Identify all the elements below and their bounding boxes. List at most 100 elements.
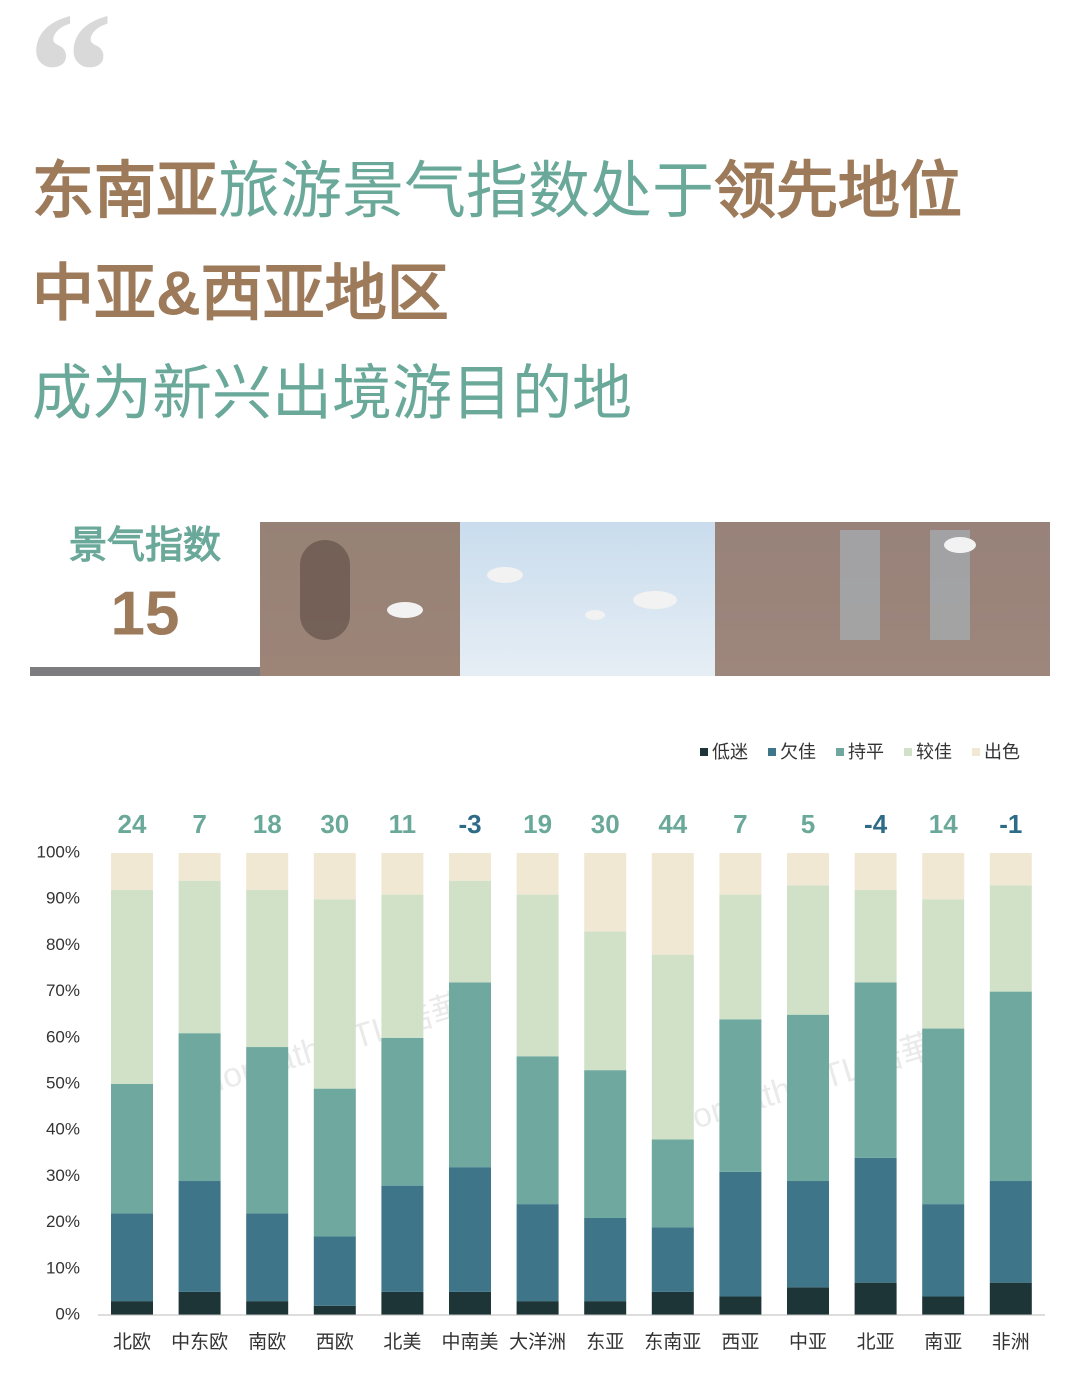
index-label: -3: [458, 809, 481, 839]
bar-segment: [787, 885, 829, 1015]
index-label: 7: [192, 809, 206, 839]
bar-segment: [651, 1139, 694, 1228]
bar-segment: [922, 853, 965, 900]
bar-segment: [516, 853, 559, 895]
index-label: 14: [929, 809, 958, 839]
bar-segment: [516, 1301, 559, 1315]
legend-swatch: [904, 748, 912, 756]
bar-segment: [246, 853, 289, 890]
bar-segment: [449, 982, 491, 1168]
headline-line3: 成为新兴出境游目的地: [32, 360, 632, 427]
photo-bird: [387, 602, 423, 618]
y-tick-label: 60%: [46, 1027, 80, 1046]
x-tick-label: 非洲: [992, 1331, 1030, 1353]
x-tick-label: 中南美: [441, 1331, 498, 1353]
bar-segment: [111, 889, 153, 1084]
x-tick-label: 中亚: [789, 1331, 827, 1353]
y-tick-label: 30%: [46, 1166, 80, 1185]
x-tick-label: 北亚: [857, 1331, 895, 1353]
headline-line1: 东南亚旅游景气指数处于领先地位: [32, 157, 962, 226]
bar-segment: [178, 1291, 221, 1315]
bar-segment: [719, 894, 762, 1020]
photo-bird: [944, 537, 976, 553]
card-bar: [30, 667, 260, 676]
bar-segment: [178, 880, 221, 1034]
bar-segment: [854, 889, 897, 983]
bar-segment: [989, 1282, 1032, 1315]
y-tick-label: 90%: [46, 889, 80, 908]
y-tick-label: 40%: [46, 1120, 80, 1139]
bar-segment: [584, 1301, 627, 1315]
bar-segment: [178, 1033, 221, 1182]
x-tick-label: 北美: [383, 1331, 421, 1353]
bar-segment: [854, 1282, 897, 1315]
legend-label: 较佳: [916, 742, 952, 762]
index-label: 11: [389, 809, 417, 839]
legend-label: 持平: [848, 742, 884, 762]
bar-segment: [584, 853, 627, 932]
bar-segment: [449, 880, 491, 983]
bar-segment: [989, 991, 1032, 1182]
bar-segment: [381, 1291, 424, 1315]
bar-segment: [449, 853, 491, 881]
photo-building: [260, 522, 460, 676]
quote-mark: “: [28, 0, 113, 166]
y-tick-label: 50%: [46, 1073, 80, 1092]
bar-segment: [651, 1227, 694, 1292]
bar-segment: [246, 1301, 289, 1315]
y-tick-label: 100%: [37, 842, 80, 861]
bar-segment: [922, 1028, 965, 1205]
x-tick-label: 中东欧: [171, 1331, 228, 1353]
bar-segment: [313, 899, 356, 1089]
bar-segment: [246, 1213, 289, 1302]
bar-segment: [111, 853, 153, 890]
y-tick-label: 80%: [46, 935, 80, 954]
bar-segment: [516, 1204, 559, 1302]
headline-line2: 中亚&西亚地区: [32, 259, 449, 328]
x-tick-label: 东亚: [586, 1331, 624, 1353]
photo-window: [300, 540, 350, 640]
bar-segment: [111, 1084, 153, 1214]
bar-segment: [246, 889, 289, 1048]
index-label: -4: [864, 809, 888, 839]
bar-segment: [516, 1056, 559, 1205]
bar-segment: [584, 1070, 627, 1218]
bar-segment: [178, 1181, 221, 1292]
x-tick-label: 西亚: [721, 1332, 759, 1353]
bar-segment: [922, 1296, 965, 1315]
bar-segment: [381, 853, 424, 895]
index-label: 18: [253, 809, 282, 839]
headline-text: 旅游景气指数处于: [218, 157, 714, 226]
bar-segment: [313, 1236, 356, 1306]
legend-swatch: [836, 748, 844, 756]
y-tick-label: 10%: [46, 1258, 80, 1277]
x-tick-label: 大洋洲: [509, 1331, 566, 1353]
bar-segment: [584, 931, 627, 1071]
bar-segment: [381, 1185, 424, 1292]
x-tick-label: 西欧: [316, 1331, 354, 1353]
headline-accent: 东南亚: [32, 157, 218, 226]
bar-segment: [989, 1181, 1032, 1283]
photo-building: [715, 522, 1050, 676]
y-tick-label: 70%: [46, 981, 80, 1000]
bar-segment: [787, 1014, 829, 1182]
index-label: 24: [118, 809, 147, 839]
x-tick-label: 南欧: [248, 1331, 286, 1353]
legend-label: 低迷: [712, 742, 748, 762]
legend-swatch: [768, 748, 776, 756]
bar-segment: [854, 853, 897, 890]
bar-segment: [584, 1217, 627, 1302]
bar-segment: [787, 1287, 829, 1315]
bar-segment: [787, 1181, 829, 1288]
bar-segment: [111, 1301, 153, 1315]
legend-label: 出色: [984, 742, 1020, 762]
bar-segment: [313, 1088, 356, 1237]
bar-segment: [449, 1167, 491, 1292]
bar-segment: [313, 1305, 356, 1315]
index-label: -1: [999, 809, 1022, 839]
bar-segment: [651, 853, 694, 955]
y-tick-label: 20%: [46, 1212, 80, 1231]
bar-segment: [178, 853, 221, 881]
bar-segment: [854, 1157, 897, 1283]
bar-segment: [516, 894, 559, 1057]
